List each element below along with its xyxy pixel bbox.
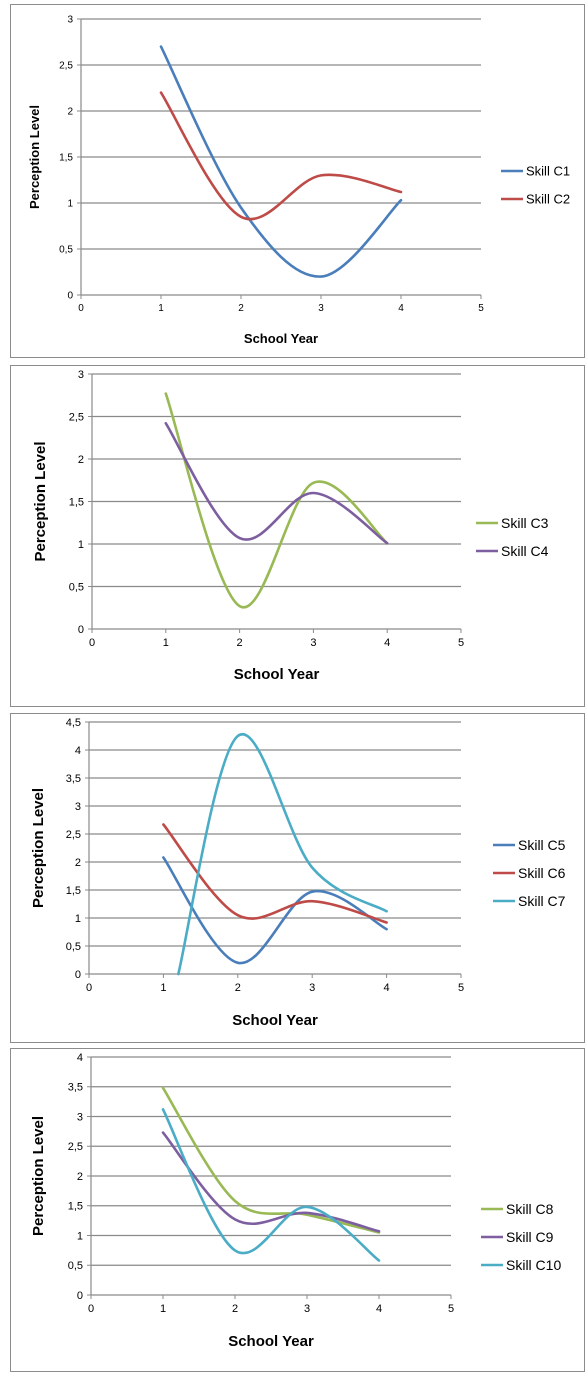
legend-label: Skill C5 [518, 837, 566, 853]
chart-svg: 0 0,5 1 1,5 2 2,5 3 3,5 4 0 1 2 3 4 5 School Year Percep… [30, 1052, 561, 1350]
x-tick-label: 0 [78, 303, 84, 314]
x-tick-label: 3 [310, 637, 316, 649]
x-tick-label: 3 [318, 303, 324, 314]
legend-label: Skill C4 [501, 543, 549, 559]
series-line-skill-c6 [162, 823, 388, 924]
x-tick-label: 1 [160, 1303, 166, 1315]
y-tick-label: 3,5 [68, 1082, 83, 1094]
x-tick-label: 4 [376, 1303, 382, 1315]
y-tick-label: 4 [75, 745, 81, 757]
y-tick-label: 2,5 [69, 411, 84, 423]
y-tick-label: 3 [77, 1111, 83, 1123]
chart-panel-4: 0 0,5 1 1,5 2 2,5 3 3,5 4 0 1 2 3 4 5 School Year Percep… [10, 1048, 585, 1372]
legend-label: Skill C9 [506, 1229, 554, 1245]
series-line-skill-c1 [159, 45, 403, 278]
legend-label: Skill C1 [526, 164, 570, 179]
chart-svg: 0 0,5 1 1,5 2 2,5 3 0 1 2 3 4 5 School Year Perception… [27, 15, 570, 347]
x-tick-label: 5 [478, 303, 484, 314]
y-tick-label: 1 [77, 1230, 83, 1242]
series-line-skill-c10 [161, 1108, 381, 1262]
x-tick-label: 4 [398, 303, 404, 314]
chart-panel-3: 0 0,5 1 1,5 2 2,5 3 3,5 4 4,5 0 1 2 3 4 5 School Year Per… [10, 713, 585, 1043]
y-axis-title: Perception Level [27, 105, 42, 209]
y-tick-label: 0 [78, 624, 84, 636]
y-axis-title: Perception Level [30, 1116, 47, 1236]
y-tick-label: 2 [78, 454, 84, 466]
y-tick-label: 1,5 [66, 885, 81, 897]
x-axis-title: School Year [234, 666, 320, 683]
x-tick-label: 5 [448, 1303, 454, 1315]
x-tick-label: 1 [160, 982, 166, 994]
x-axis-title: School Year [232, 1012, 318, 1029]
y-tick-label: 0 [75, 969, 81, 981]
y-tick-label: 1,5 [59, 153, 73, 164]
x-tick-label: 2 [232, 1303, 238, 1315]
x-tick-label: 2 [235, 982, 241, 994]
chart-svg: 0 0,5 1 1,5 2 2,5 3 3,5 4 4,5 0 1 2 3 4 5 School Year Per… [30, 717, 566, 1029]
x-tick-label: 5 [458, 637, 464, 649]
y-tick-label: 0 [77, 1290, 83, 1302]
y-tick-label: 3,5 [66, 773, 81, 785]
y-tick-label: 1 [78, 539, 84, 551]
y-tick-label: 2,5 [66, 829, 81, 841]
y-axis-title: Perception Level [32, 441, 49, 561]
x-tick-label: 2 [237, 637, 243, 649]
series-line-skill-c3 [164, 392, 389, 609]
y-tick-label: 2 [77, 1171, 83, 1183]
chart-panel-1: 0 0,5 1 1,5 2 2,5 3 0 1 2 3 4 5 School Year Perception… [10, 4, 585, 358]
legend-label: Skill C10 [506, 1257, 561, 1273]
y-tick-label: 1 [67, 199, 73, 210]
x-tick-label: 3 [304, 1303, 310, 1315]
x-tick-label: 0 [86, 982, 92, 994]
x-tick-label: 4 [384, 637, 390, 649]
y-tick-label: 3 [78, 369, 84, 381]
series-line-skill-c8 [161, 1086, 381, 1234]
series-line-skill-c4 [164, 422, 389, 545]
y-tick-label: 2,5 [59, 61, 73, 72]
y-tick-label: 1 [75, 913, 81, 925]
x-tick-label: 1 [163, 637, 169, 649]
legend-label: Skill C7 [518, 893, 566, 909]
y-axis-title: Perception Level [30, 788, 47, 908]
series-line-skill-c7 [177, 732, 388, 976]
chart-panel-2: 0 0,5 1 1,5 2 2,5 3 0 1 2 3 4 5 School Year Perception… [10, 365, 585, 707]
x-tick-label: 2 [238, 303, 244, 314]
y-tick-label: 0,5 [69, 581, 84, 593]
x-tick-label: 4 [384, 982, 390, 994]
x-tick-label: 0 [89, 637, 95, 649]
y-tick-label: 4 [77, 1052, 83, 1064]
y-tick-label: 0,5 [59, 245, 73, 256]
x-axis-title: School Year [244, 331, 318, 346]
y-tick-label: 2 [75, 857, 81, 869]
y-tick-label: 4,5 [66, 717, 81, 729]
x-tick-label: 5 [458, 982, 464, 994]
y-tick-label: 3 [75, 801, 81, 813]
y-tick-label: 1,5 [69, 496, 84, 508]
series-line-skill-c2 [159, 91, 403, 221]
chart-svg: 0 0,5 1 1,5 2 2,5 3 0 1 2 3 4 5 School Year Perception… [32, 369, 549, 683]
y-tick-label: 1,5 [68, 1201, 83, 1213]
y-tick-label: 3 [67, 15, 73, 26]
legend-label: Skill C3 [501, 515, 549, 531]
y-tick-label: 2 [67, 107, 73, 118]
y-tick-label: 0,5 [66, 941, 81, 953]
legend-label: Skill C2 [526, 192, 570, 207]
y-tick-label: 2,5 [68, 1141, 83, 1153]
x-tick-label: 3 [309, 982, 315, 994]
legend-label: Skill C6 [518, 865, 566, 881]
legend-label: Skill C8 [506, 1201, 554, 1217]
x-tick-label: 1 [158, 303, 164, 314]
y-tick-label: 0 [67, 291, 73, 302]
y-tick-label: 0,5 [68, 1260, 83, 1272]
series-line-skill-c5 [162, 856, 388, 965]
x-tick-label: 0 [88, 1303, 94, 1315]
x-axis-title: School Year [228, 1333, 314, 1350]
